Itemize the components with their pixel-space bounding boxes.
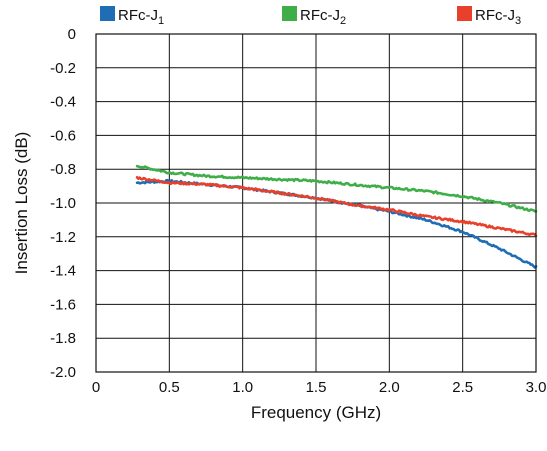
x-tick-label: 3.0 xyxy=(526,379,547,396)
legend-swatch xyxy=(457,6,472,21)
x-tick-label: 1.5 xyxy=(306,379,327,396)
y-tick-label: -0.4 xyxy=(50,94,76,111)
grid xyxy=(95,33,537,373)
legend-item-3: RFc-J3 xyxy=(457,6,521,27)
y-tick-label: -0.6 xyxy=(50,127,76,144)
plot-frame xyxy=(95,33,537,373)
x-axis-tick-labels: 0 0.5 1.0 1.5 2.0 2.5 3.0 xyxy=(92,379,547,396)
legend-swatch xyxy=(100,6,115,21)
y-tick-label: -1.6 xyxy=(50,296,76,313)
y-tick-label: -0.2 xyxy=(50,60,76,77)
series-layer xyxy=(135,164,538,269)
y-tick-label: -1.2 xyxy=(50,229,76,246)
x-axis-title: Frequency (GHz) xyxy=(251,403,381,422)
x-tick-label: 2.0 xyxy=(379,379,400,396)
y-tick-label: 0 xyxy=(68,26,76,43)
legend-item-2: RFc-J2 xyxy=(282,6,346,27)
legend-label: RFc-J1 xyxy=(118,7,164,27)
y-axis-title: Insertion Loss (dB) xyxy=(12,132,31,275)
legend: RFc-J1 RFc-J2 RFc-J3 xyxy=(100,6,521,27)
y-tick-label: -1.8 xyxy=(50,330,76,347)
y-tick-label: -1.0 xyxy=(50,195,76,212)
y-tick-label: -0.8 xyxy=(50,161,76,178)
y-tick-label: -1.4 xyxy=(50,263,76,280)
x-tick-label: 2.5 xyxy=(452,379,473,396)
x-tick-label: 0.5 xyxy=(159,379,180,396)
legend-label: RFc-J3 xyxy=(475,7,521,27)
series-line-2 xyxy=(135,164,538,213)
y-tick-label: -2.0 xyxy=(50,364,76,381)
legend-item-1: RFc-J1 xyxy=(100,6,164,27)
x-tick-label: 1.0 xyxy=(232,379,253,396)
y-axis-tick-labels: 0 -0.2 -0.4 -0.6 -0.8 -1.0 -1.2 -1.4 -1.6 -1.8 -2.… xyxy=(50,26,76,381)
x-tick-label: 0 xyxy=(92,379,100,396)
series-line-3 xyxy=(135,175,538,238)
legend-label: RFc-J2 xyxy=(300,7,346,27)
legend-swatch xyxy=(282,6,297,21)
